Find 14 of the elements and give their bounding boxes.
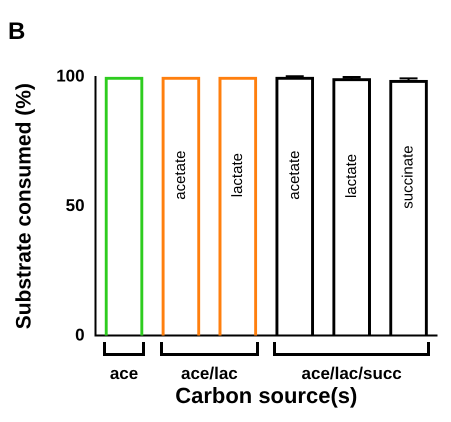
y-tick-label: 50 [66,196,85,215]
y-tick-label: 0 [75,325,85,344]
chart-title: B [8,18,26,46]
x-tick-label: lactate [228,153,246,198]
y-axis-title: Substrate consumed (%) [12,83,36,330]
x-tick-label: acetate [172,150,190,200]
x-tick-label: lactate [342,154,360,198]
y-tick-label: 100 [56,66,85,86]
x-axis-title: Carbon source(s) [175,382,358,408]
text: ace/lac [181,364,238,383]
text: ace [110,364,138,383]
text: ace/lac/succ [302,364,402,383]
x-tick-label: acetate [286,150,303,200]
x-tick-label: succinate [400,145,417,209]
